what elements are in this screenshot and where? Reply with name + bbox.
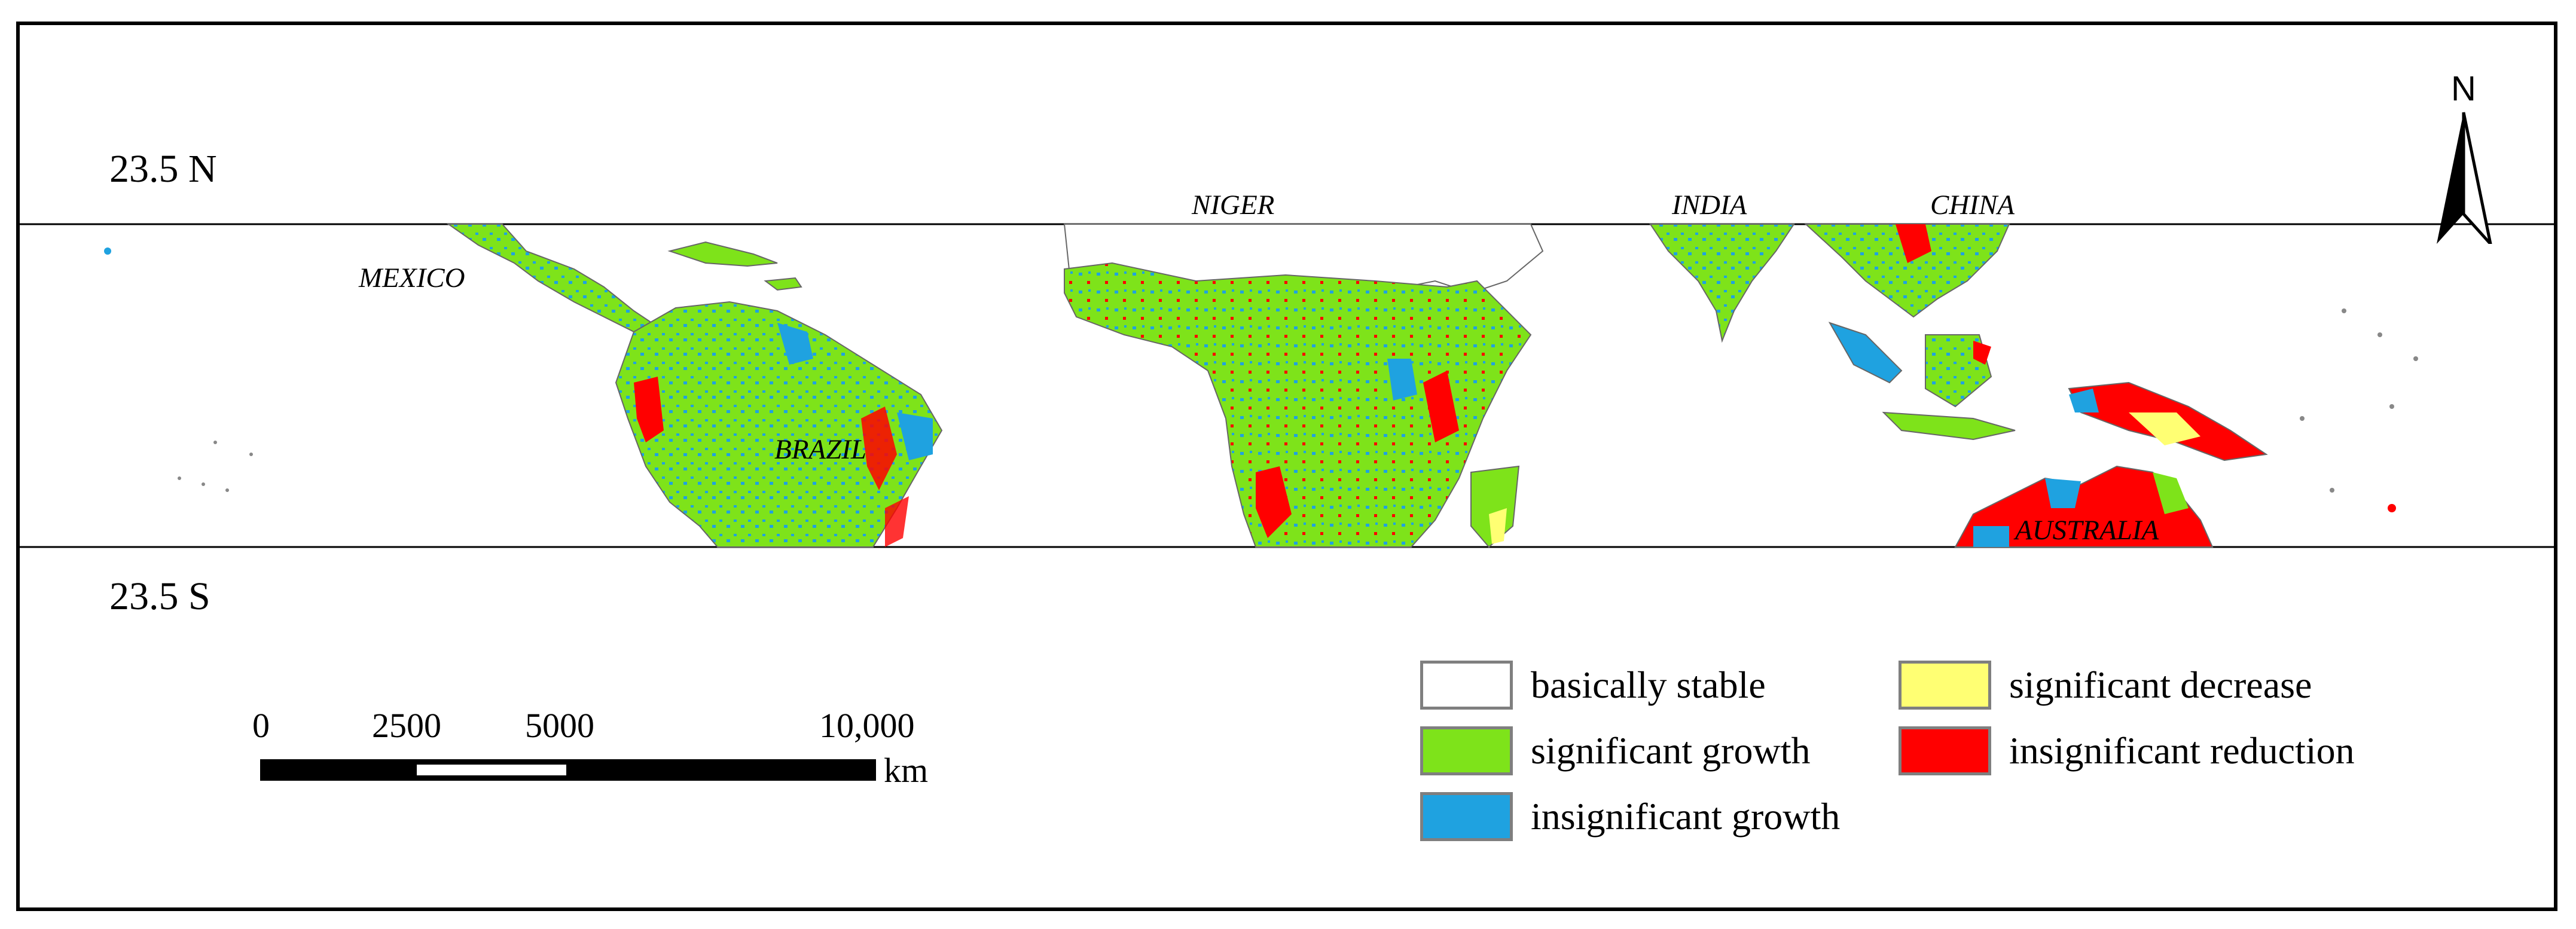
legend-swatch-basically-stable [1420, 661, 1513, 710]
legend-item-basically-stable: basically stable [1420, 661, 1766, 710]
legend-label: insignificant reduction [2009, 729, 2355, 772]
scale-tick-2500: 2500 [372, 706, 441, 745]
scale-bar [260, 759, 876, 781]
country-label-australia: AUSTRALIA [2015, 515, 2159, 546]
legend-swatch-insignificant-reduction [1899, 726, 1991, 775]
island-red [2388, 504, 2396, 512]
scale-tick-0: 0 [252, 706, 270, 745]
south-asia-landmass [1649, 224, 2016, 441]
north-arrow-icon [2437, 112, 2493, 249]
legend-item-significant-growth: significant growth [1420, 726, 1810, 775]
scale-unit: km [884, 751, 929, 790]
country-label-niger: NIGER [1192, 190, 1275, 221]
latitude-label-south: 23.5 S [109, 574, 210, 618]
legend-label: insignificant growth [1531, 795, 1841, 838]
map-frame [16, 22, 2557, 911]
country-label-brazil: BRAZIL [774, 434, 867, 465]
legend-item-significant-decrease: significant decrease [1899, 661, 2312, 710]
legend-swatch-insignificant-growth [1420, 792, 1513, 841]
legend-item-insignificant-reduction: insignificant reduction [1899, 726, 2355, 775]
small-islands [178, 308, 2418, 493]
north-arrow-label: N [2451, 69, 2476, 108]
central-america-landmass [104, 224, 802, 333]
scale-tick-5000: 5000 [525, 706, 594, 745]
legend-item-insignificant-growth: insignificant growth [1420, 792, 1840, 841]
country-label-mexico: MEXICO [359, 262, 465, 294]
new-guinea-landmass [2068, 381, 2268, 462]
country-label-india: INDIA [1672, 190, 1747, 221]
australia-landmass [1954, 465, 2214, 548]
legend-swatch-significant-decrease [1899, 661, 1991, 710]
country-label-china: CHINA [1930, 190, 2015, 221]
legend-label: basically stable [1531, 664, 1766, 706]
south-america-landmass [615, 301, 943, 548]
latitude-label-north: 23.5 N [109, 147, 217, 191]
scale-tick-10000: 10,000 [819, 706, 915, 745]
legend-swatch-significant-growth [1420, 726, 1513, 775]
africa-landmass [1063, 224, 1544, 548]
legend-label: significant decrease [2009, 664, 2312, 706]
legend-label: significant growth [1531, 729, 1811, 772]
north-arrow: N [2434, 69, 2493, 249]
